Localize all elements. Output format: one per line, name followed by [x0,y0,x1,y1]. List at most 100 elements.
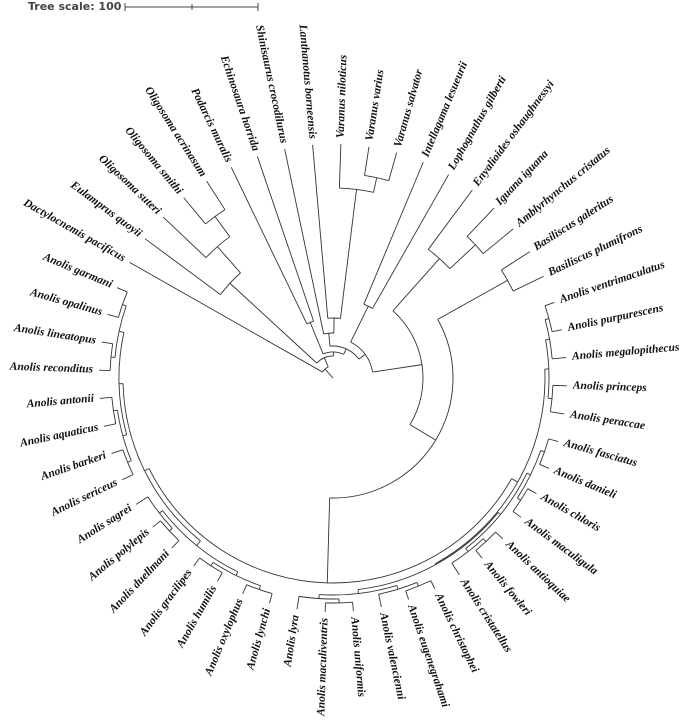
branch [99,396,112,399]
branch [196,540,201,546]
leaf-label: Anolis oxylophus [202,596,245,678]
branch [466,207,495,237]
leaf-label: Anolis princeps [572,380,648,395]
branch [552,329,563,333]
branch [144,238,221,296]
branch-arc [148,468,512,584]
leaf-label: Anolis aquaticus [18,421,100,449]
branch [527,488,537,495]
branch [388,152,398,181]
leaf-label: Anolis uniformis [348,616,367,698]
leaf-label: Anolis garmani [40,251,114,291]
branch-arc [357,512,499,590]
branch [511,478,518,483]
branch [101,341,113,345]
branch-arc [350,341,374,373]
branch [405,590,410,600]
branch [258,585,261,590]
branch [256,156,315,322]
branch [544,301,555,307]
leaf-label: Anolis antonii [25,393,95,411]
branch [451,562,460,576]
branch-arc [427,249,451,270]
branch-arc [220,272,241,295]
branch [268,593,273,604]
branch [171,540,180,549]
branch [517,497,521,501]
leaf-label: Anolis chloris [538,491,603,535]
branch [312,144,329,319]
branch [544,318,550,321]
branch [159,510,163,514]
branch [107,313,119,318]
leaf-label: Anolis megalopithecus [571,341,681,362]
branch [545,338,550,341]
branch [122,474,134,481]
branch [392,258,440,312]
leaf-label: Anolis purpurescens [566,302,665,334]
branch [338,144,342,189]
branch [364,146,370,176]
leaf-label: Anolis opalinus [28,286,104,318]
leaf-label: Shinisaurus crocodilurus [253,24,290,145]
branch [482,538,487,542]
branch [363,161,424,305]
branch [372,174,450,309]
branch [235,571,239,576]
branch [230,167,308,325]
branch [217,246,241,274]
leaf-label: Anolis sagrei [74,502,134,547]
leaf-label: Anolis sericeus [48,476,119,519]
branch [216,572,223,582]
branch [449,244,476,270]
leaf-label: Varanus niloticus [335,54,350,138]
leaf-label: Anolis humilis [174,583,219,651]
branch [396,585,399,590]
branch [284,148,325,335]
branch [323,357,329,368]
branch [526,472,531,476]
leaf-label: Anolis peraccae [568,408,646,432]
leaf-label: Amblyrhynchus cristatus [513,144,613,230]
branch [210,562,214,566]
branch-arc [162,510,238,573]
branch-arc [111,397,117,424]
scale-bar [124,3,259,11]
branch-arc [466,236,484,254]
branch [324,368,334,379]
branch [339,189,357,319]
branch [475,550,483,559]
branch [193,557,201,567]
branch [113,409,118,412]
branch [512,275,544,292]
branch [416,582,419,587]
branch [372,364,423,373]
branch [135,496,149,505]
branch [352,602,354,612]
branch [430,580,436,589]
branch [437,279,508,320]
branch [550,411,565,415]
branch-arc [465,473,528,549]
branch-arc [246,584,273,595]
branch [495,531,504,540]
branch [206,180,226,210]
leaf-label: Varanus salvator [392,68,425,149]
leaf-label: Anolis maculiventris [315,617,330,717]
branch [296,596,300,610]
branches [99,144,567,612]
branch [427,189,473,250]
branch [309,322,324,355]
branch [343,348,347,355]
branch-arc [544,319,553,359]
branch-arc [539,438,550,465]
leaf-label: Anolis lineatopus [12,322,97,347]
branch [552,357,567,360]
leaf-label: Enyalioides oshaughnessyi [470,78,557,190]
branch [162,216,207,258]
leaf-label: Anolis reconditus [9,361,94,376]
branch [183,197,206,225]
branch [326,497,331,583]
leaf-label: Anolis barkeri [38,449,108,483]
branch [548,438,559,443]
